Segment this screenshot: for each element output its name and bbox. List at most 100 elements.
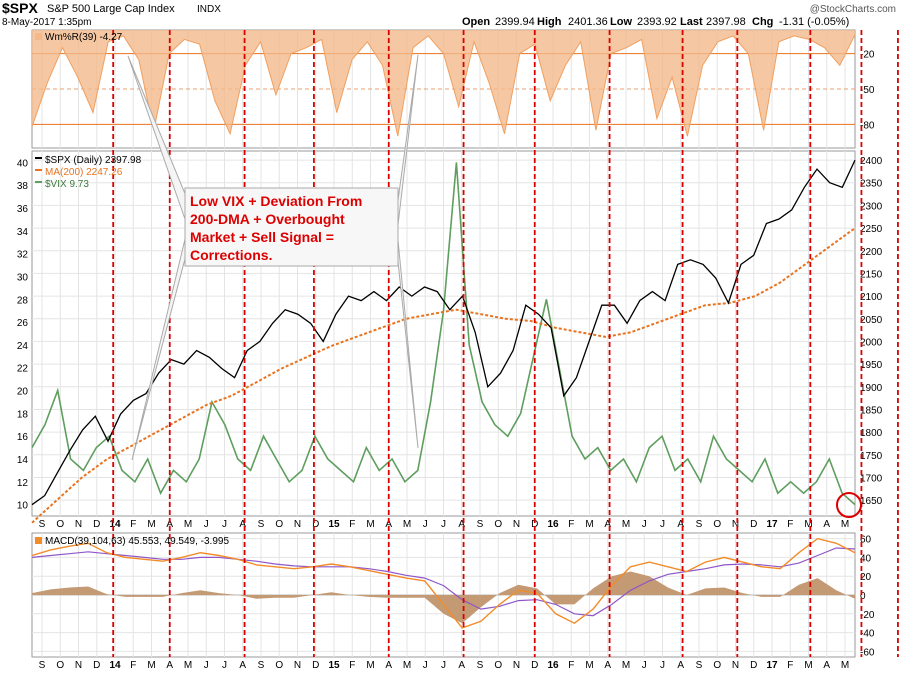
macd-x-tick-label: O bbox=[275, 660, 283, 671]
macd-x-tick-label: M bbox=[403, 660, 411, 671]
macd-x-tick-label: M bbox=[366, 660, 374, 671]
macd-x-tick-label: S bbox=[696, 660, 703, 671]
price-x-tick-label: M bbox=[585, 519, 593, 530]
ma-legend-text: MA(200) 2247.26 bbox=[45, 167, 123, 178]
vix-axis-tick-label: 14 bbox=[17, 455, 29, 466]
callout-line-1: Low VIX + Deviation From bbox=[190, 193, 362, 209]
vix-axis-tick-label: 22 bbox=[17, 364, 29, 375]
macd-x-tick-label: N bbox=[732, 660, 739, 671]
vix-axis-tick-label: 18 bbox=[17, 409, 29, 420]
macd-axis-tick-label: 60 bbox=[860, 535, 872, 546]
price-axis-tick-label: 2100 bbox=[860, 292, 883, 303]
macd-x-tick-label: J bbox=[423, 660, 428, 671]
macd-legend-swatch bbox=[35, 537, 42, 544]
price-x-tick-label: A bbox=[385, 519, 392, 530]
open-value: 2399.94 bbox=[495, 16, 535, 28]
macd-x-tick-label: J bbox=[441, 660, 446, 671]
price-axis-tick-label: 1950 bbox=[860, 360, 883, 371]
macd-x-tick-label: A bbox=[458, 660, 465, 671]
macd-axis-tick-label: 20 bbox=[860, 572, 872, 583]
callout-box bbox=[184, 187, 399, 267]
macd-x-tick-label: S bbox=[258, 660, 265, 671]
high-value: 2401.36 bbox=[568, 16, 608, 28]
macd-x-tick-label: A bbox=[166, 660, 173, 671]
vix-axis-tick-label: 26 bbox=[17, 318, 29, 329]
macd-x-tick-label: N bbox=[513, 660, 520, 671]
macd-x-tick-label: A bbox=[604, 660, 611, 671]
price-x-tick-label: O bbox=[275, 519, 283, 530]
callout-line-4: Corrections. bbox=[190, 247, 272, 263]
price-axis-tick-label: 1850 bbox=[860, 405, 883, 416]
chg-label: Chg bbox=[752, 16, 773, 28]
price-x-tick-label: A bbox=[166, 519, 173, 530]
axis-labels: -20 -50 -80 2400 2350 2300 2250 2200 2150 2100 205… bbox=[17, 50, 883, 671]
price-x-tick-label: F bbox=[130, 519, 136, 530]
price-x-tick-label: O bbox=[713, 519, 721, 530]
price-x-tick-label: N bbox=[513, 519, 520, 530]
price-axis-tick-label: 1900 bbox=[860, 383, 883, 394]
latest-vix-marker-circle bbox=[836, 492, 862, 518]
macd-x-tick-label: M bbox=[841, 660, 849, 671]
price-x-tick-label: A bbox=[458, 519, 465, 530]
vix-axis-tick-label: 10 bbox=[17, 501, 29, 512]
macd-x-tick-label: 14 bbox=[109, 660, 121, 671]
macd-x-tick-label: N bbox=[75, 660, 82, 671]
price-x-tick-label: O bbox=[56, 519, 64, 530]
price-x-tick-label: 16 bbox=[547, 519, 559, 530]
price-x-tick-label: N bbox=[75, 519, 82, 530]
vix-axis-tick-label: 20 bbox=[17, 387, 29, 398]
vix-axis-tick-label: 28 bbox=[17, 295, 29, 306]
price-x-tick-label: D bbox=[531, 519, 538, 530]
macd-x-tick-label: M bbox=[147, 660, 155, 671]
price-x-tick-label: 14 bbox=[109, 519, 121, 530]
price-x-tick-label: S bbox=[477, 519, 484, 530]
wmr-axis-tick-label: -50 bbox=[860, 85, 875, 96]
macd-x-tick-label: 15 bbox=[328, 660, 340, 671]
price-axis-tick-label: 2300 bbox=[860, 201, 883, 212]
price-axis-tick-label: 2250 bbox=[860, 224, 883, 235]
price-x-tick-label: D bbox=[750, 519, 757, 530]
price-axis-tick-label: 2150 bbox=[860, 269, 883, 280]
price-axis-tick-label: 2200 bbox=[860, 247, 883, 258]
price-axis-tick-label: 1650 bbox=[860, 496, 883, 507]
macd-x-tick-label: M bbox=[184, 660, 192, 671]
vix-axis-tick-label: 24 bbox=[17, 341, 29, 352]
macd-x-tick-label: M bbox=[804, 660, 812, 671]
macd-x-tick-label: D bbox=[531, 660, 538, 671]
low-value: 2393.92 bbox=[637, 16, 677, 28]
wmr-axis-tick-label: -80 bbox=[860, 120, 875, 131]
macd-axis-tick-label: -20 bbox=[860, 610, 875, 621]
vix-axis-tick-label: 36 bbox=[17, 204, 29, 215]
symbol-label: $SPX bbox=[2, 0, 38, 16]
low-label: Low bbox=[610, 16, 632, 28]
price-axis-tick-label: 2050 bbox=[860, 315, 883, 326]
price-x-tick-label: F bbox=[568, 519, 574, 530]
price-axis-tick-label: 2350 bbox=[860, 179, 883, 190]
macd-histogram bbox=[32, 571, 855, 624]
callout-pointer-right-bottom bbox=[397, 239, 419, 449]
price-x-tick-label: M bbox=[366, 519, 374, 530]
ma200-line bbox=[31, 227, 856, 524]
price-x-tick-label: A bbox=[677, 519, 684, 530]
wmr-axis-tick-label: -20 bbox=[860, 50, 875, 61]
price-x-tick-label: A bbox=[823, 519, 830, 530]
price-x-tick-label: 17 bbox=[766, 519, 778, 530]
grid-lines bbox=[32, 30, 855, 657]
macd-x-tick-label: 17 bbox=[766, 660, 778, 671]
macd-x-tick-label: A bbox=[823, 660, 830, 671]
macd-x-tick-label: J bbox=[222, 660, 227, 671]
callout-pointer-left-bottom bbox=[131, 234, 187, 461]
price-x-tick-label: S bbox=[39, 519, 46, 530]
price-x-tick-label: J bbox=[204, 519, 209, 530]
price-axis-tick-label: 2400 bbox=[860, 156, 883, 167]
wmr-legend: Wm%R(39) -4.27 bbox=[35, 32, 123, 43]
index-name-label: S&P 500 Large Cap Index bbox=[47, 3, 175, 15]
macd-x-tick-label: D bbox=[93, 660, 100, 671]
price-x-tick-label: D bbox=[93, 519, 100, 530]
price-x-tick-label: S bbox=[696, 519, 703, 530]
callout-line-2: 200-DMA + Overbought bbox=[190, 211, 345, 227]
williams-r-panel bbox=[31, 30, 856, 137]
price-x-tick-label: M bbox=[184, 519, 192, 530]
price-x-tick-label: F bbox=[787, 519, 793, 530]
price-x-tick-label: J bbox=[423, 519, 428, 530]
